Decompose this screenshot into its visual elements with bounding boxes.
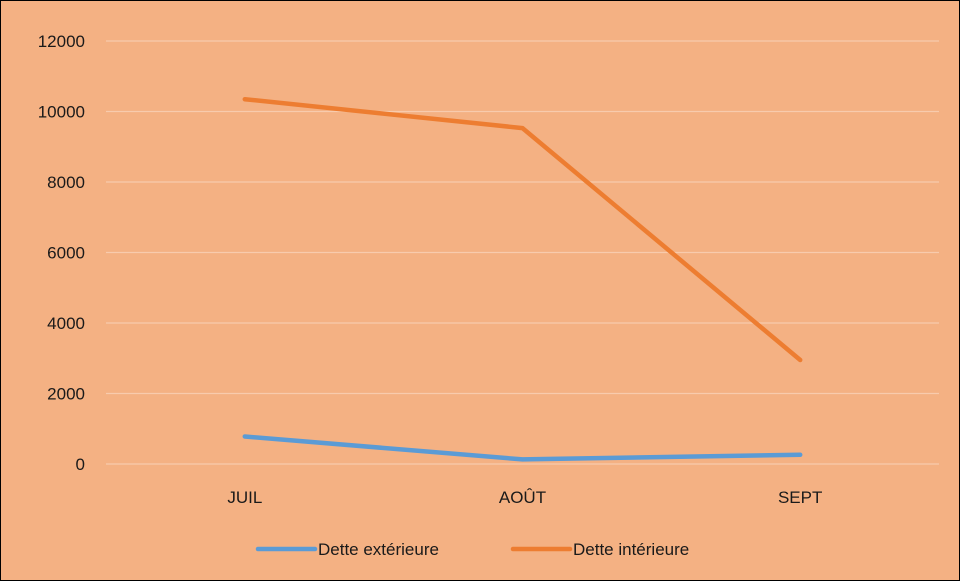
y-tick-label: 12000	[38, 32, 85, 51]
legend-label: Dette extérieure	[318, 540, 439, 559]
legend: Dette extérieure Dette intérieure	[255, 540, 689, 559]
gridlines	[106, 40, 939, 465]
x-axis-ticks: JUIL AOÛT SEPT	[227, 488, 822, 507]
y-tick-label: 8000	[47, 173, 85, 192]
x-tick-label: AOÛT	[499, 488, 546, 507]
series-line-1	[242, 434, 803, 462]
series-line-2	[242, 96, 803, 363]
legend-label: Dette intérieure	[573, 540, 689, 559]
x-tick-label: SEPT	[778, 488, 822, 507]
x-tick-label: JUIL	[227, 488, 262, 507]
y-tick-label: 4000	[47, 314, 85, 333]
y-tick-label: 6000	[47, 244, 85, 263]
y-tick-label: 2000	[47, 385, 85, 404]
y-tick-label: 10000	[38, 103, 85, 122]
y-tick-label: 0	[76, 455, 85, 474]
series-lines	[242, 96, 803, 462]
y-axis-ticks: 0 2000 4000 6000 8000 10000 12000	[38, 32, 85, 474]
